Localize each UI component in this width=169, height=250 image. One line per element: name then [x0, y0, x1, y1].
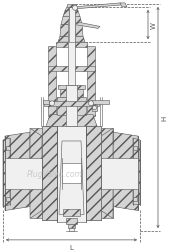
Polygon shape	[113, 133, 138, 211]
Circle shape	[50, 102, 54, 106]
Bar	[44, 102, 99, 106]
Polygon shape	[46, 115, 97, 127]
Bar	[43, 100, 49, 104]
Polygon shape	[133, 138, 140, 205]
Bar	[62, 164, 81, 183]
Circle shape	[89, 102, 93, 106]
Bar	[5, 158, 138, 189]
Bar	[58, 86, 85, 90]
Bar	[91, 100, 109, 104]
Bar	[6, 197, 10, 201]
Polygon shape	[30, 129, 42, 218]
Polygon shape	[30, 203, 113, 218]
Bar	[69, 228, 74, 231]
Polygon shape	[65, 8, 78, 12]
Bar	[87, 47, 95, 117]
Bar	[133, 197, 137, 201]
Bar	[56, 43, 87, 48]
Polygon shape	[63, 12, 80, 18]
Polygon shape	[101, 129, 113, 218]
Bar	[67, 5, 76, 8]
Polygon shape	[74, 4, 122, 10]
Polygon shape	[58, 37, 85, 43]
Bar	[68, 224, 75, 228]
Bar	[68, 8, 75, 43]
Text: PlugValve.com: PlugValve.com	[27, 169, 83, 178]
Bar	[48, 47, 56, 117]
Bar	[42, 127, 57, 220]
Bar	[42, 127, 101, 220]
Polygon shape	[74, 24, 100, 29]
Circle shape	[73, 6, 78, 11]
Circle shape	[92, 106, 96, 110]
Bar	[57, 98, 86, 115]
Text: L: L	[70, 244, 74, 250]
Text: W: W	[151, 22, 157, 29]
Bar	[66, 86, 77, 127]
Bar	[92, 105, 97, 111]
Bar	[48, 66, 95, 72]
Polygon shape	[3, 138, 10, 207]
Bar	[133, 146, 137, 150]
Text: H: H	[161, 116, 167, 120]
Polygon shape	[61, 18, 82, 25]
Polygon shape	[59, 142, 84, 214]
Polygon shape	[60, 25, 83, 37]
Polygon shape	[5, 133, 30, 211]
Bar	[57, 125, 86, 222]
Bar	[60, 90, 83, 98]
Bar	[66, 218, 77, 224]
Bar	[63, 209, 80, 216]
Polygon shape	[30, 129, 113, 144]
Bar	[86, 127, 101, 220]
Bar	[6, 146, 10, 150]
Polygon shape	[120, 4, 127, 8]
Bar	[69, 10, 74, 20]
Bar	[68, 20, 75, 86]
